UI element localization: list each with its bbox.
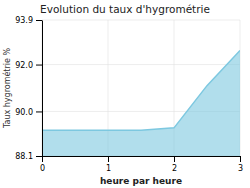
title: Evolution du taux d'hygrométrie: [40, 3, 210, 15]
x-axis-title: heure par heure: [100, 176, 182, 186]
tick: 3: [238, 156, 243, 173]
tick-label: 88.1: [15, 152, 33, 161]
axis-line: [43, 156, 241, 157]
chart: 0 1 2 3 88.1 90.0 92.0 93.9 heure par heure Taux …: [0, 0, 250, 188]
grid-line: [42, 20, 43, 156]
tick-mark: [42, 156, 43, 162]
line: [42, 50, 240, 130]
tick-mark: [36, 65, 42, 66]
tick-label: 2: [172, 164, 177, 173]
grid-line: [42, 20, 240, 21]
axis-line: [42, 21, 43, 157]
plot-area: [42, 50, 240, 156]
tick-mark: [36, 20, 42, 21]
tick: 88.1: [15, 152, 42, 161]
tick-mark: [240, 156, 241, 162]
tick-mark: [36, 111, 42, 112]
tick: 1: [106, 156, 111, 173]
x-axis: 0 1 2 3: [40, 156, 243, 173]
tick: 2: [172, 156, 177, 173]
area: [42, 50, 240, 156]
tick-label: 0: [40, 164, 45, 173]
tick-label: 90.0: [15, 108, 33, 117]
tick-label: 1: [106, 164, 111, 173]
tick: 0: [40, 156, 45, 173]
tick: 92.0: [15, 61, 42, 70]
y-axis-title: Taux hygrométrie %: [2, 48, 12, 130]
tick-label: 3: [238, 164, 243, 173]
y-axis: 88.1 90.0 92.0 93.9: [15, 16, 42, 161]
grid-line: [42, 64, 240, 65]
tick-mark: [36, 156, 42, 157]
tick-mark: [174, 156, 175, 162]
tick: 93.9: [15, 16, 42, 25]
tick-mark: [108, 156, 109, 162]
tick-label: 92.0: [15, 61, 33, 70]
tick: 90.0: [15, 108, 42, 117]
tick-label: 93.9: [15, 16, 33, 25]
grid: [42, 20, 240, 156]
